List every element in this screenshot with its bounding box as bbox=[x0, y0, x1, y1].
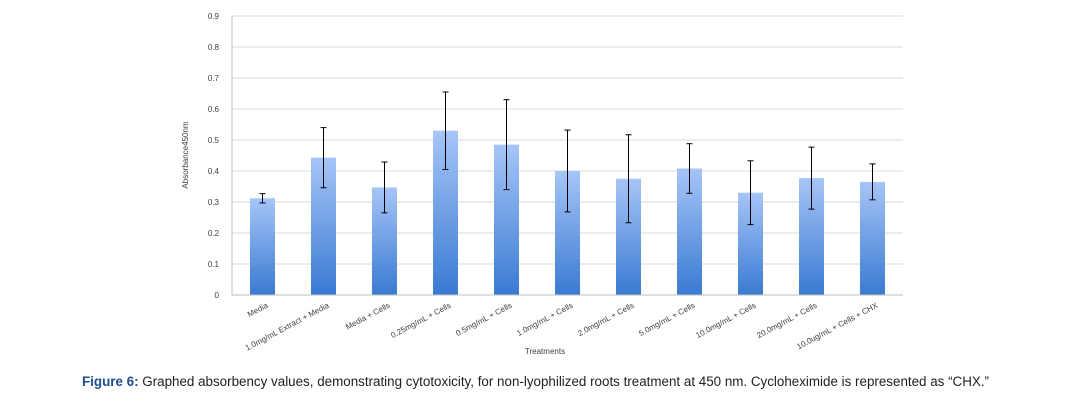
x-tick-label: 0.25mg/mL + Cells bbox=[389, 301, 452, 340]
figure-caption-text: Graphed absorbency values, demonstrating… bbox=[142, 374, 990, 389]
x-axis-title: Treatments bbox=[525, 347, 565, 356]
bars bbox=[250, 130, 885, 295]
figure-caption: Figure 6: Graphed absorbency values, dem… bbox=[0, 374, 1071, 389]
x-tick-label: 0.5mg/mL + Cells bbox=[454, 301, 513, 338]
x-tick-label: Media bbox=[246, 301, 270, 319]
figure-label: Figure 6: bbox=[81, 374, 139, 389]
x-tick-label: 10.0mg/mL + Cells bbox=[694, 301, 757, 340]
bar-chart: 00.10.20.30.40.50.60.70.80.9 Media1.0mg/… bbox=[181, 12, 903, 356]
y-tick-label: 0.7 bbox=[208, 74, 220, 83]
y-tick-label: 0.9 bbox=[208, 12, 220, 21]
y-tick-label: 0.8 bbox=[208, 43, 220, 52]
x-tick-label: 20.0mg/mL + Cells bbox=[755, 301, 818, 340]
x-tick-label: Media + Cells bbox=[344, 301, 391, 332]
y-axis-title: Absorbance450nm bbox=[181, 121, 190, 188]
bar bbox=[860, 181, 885, 295]
y-tick-labels: 0 0.1 0.2 0.3 0.4 0.5 0.6 0.7 0.8 0.9 bbox=[208, 12, 220, 300]
y-tick-label: 0.4 bbox=[208, 167, 220, 176]
x-tick-label: 5.0mg/mL + Cells bbox=[637, 301, 696, 338]
x-tick-label: 2.0mg/mL + Cells bbox=[576, 301, 635, 338]
y-tick-label: 0.1 bbox=[208, 260, 220, 269]
y-tick-label: 0.3 bbox=[208, 198, 220, 207]
y-tick-label: 0 bbox=[215, 291, 220, 300]
error-bars bbox=[259, 91, 876, 226]
x-tick-label: 1.0mg/mL + Cells bbox=[515, 301, 574, 338]
y-tick-label: 0.6 bbox=[208, 105, 220, 114]
bar bbox=[250, 198, 275, 295]
y-tick-label: 0.2 bbox=[208, 229, 220, 238]
y-tick-label: 0.5 bbox=[208, 136, 220, 145]
